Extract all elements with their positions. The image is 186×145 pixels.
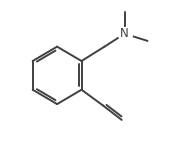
Text: N: N bbox=[120, 27, 129, 40]
